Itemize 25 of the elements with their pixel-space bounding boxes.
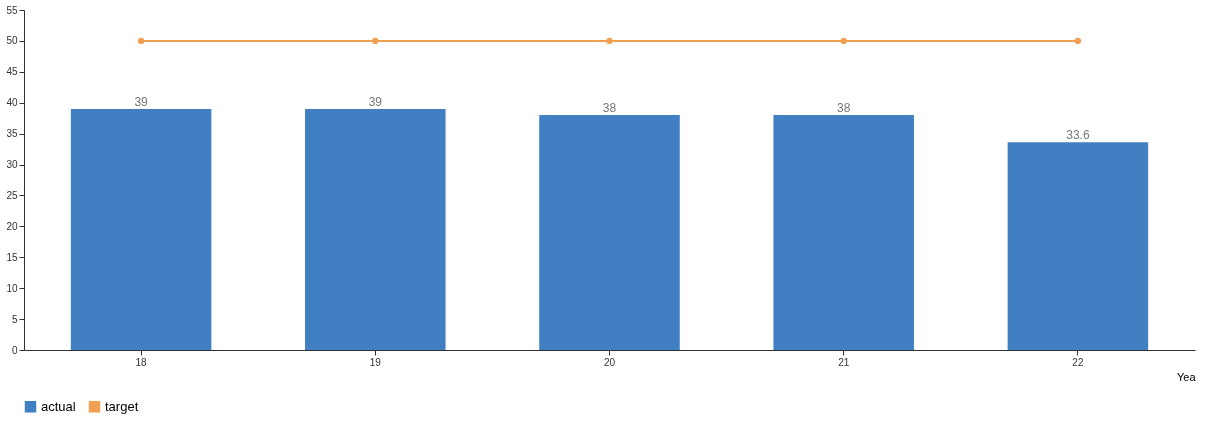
data-label: 39 — [134, 94, 149, 109]
x-axis-title: Yea — [1176, 370, 1197, 383]
legend-label: actual — [41, 398, 76, 414]
y-tick-label: 35 — [6, 128, 18, 140]
y-tick-label: 30 — [6, 159, 18, 171]
data-label: 39 — [368, 94, 383, 109]
y-tick-label: 0 — [11, 344, 18, 356]
y-tick-label: 40 — [6, 97, 18, 109]
x-tick-label: 18 — [135, 356, 148, 368]
legend-label: target — [105, 398, 139, 414]
y-tick-label: 15 — [6, 251, 18, 263]
x-tick-label: 20 — [603, 356, 616, 368]
y-tick-label: 50 — [6, 35, 18, 47]
y-tick-label: 25 — [6, 189, 18, 201]
data-label: 38 — [602, 101, 617, 116]
y-tick-label: 5 — [11, 313, 18, 325]
x-tick-label: 19 — [369, 356, 382, 368]
y-tick-label: 20 — [6, 220, 18, 232]
x-tick-label: 21 — [838, 356, 850, 368]
y-tick-label: 45 — [6, 66, 18, 78]
y-tick-label: 55 — [6, 4, 18, 16]
x-tick-label: 22 — [1072, 356, 1084, 368]
data-label: 33.6 — [1066, 128, 1090, 143]
data-label: 38 — [837, 101, 851, 116]
y-tick-label: 10 — [6, 282, 18, 294]
